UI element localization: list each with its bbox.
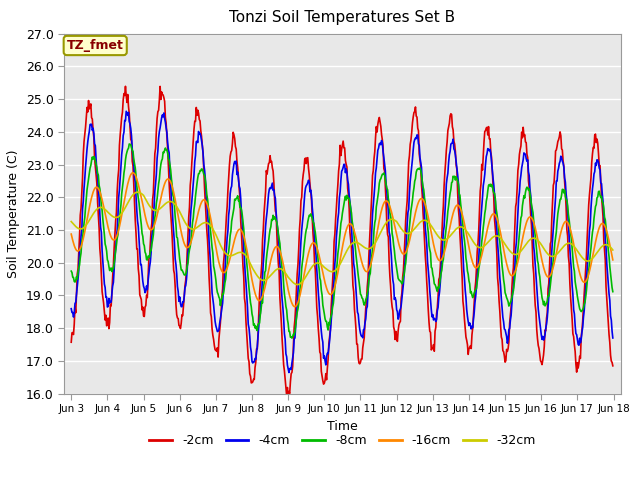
Text: TZ_fmet: TZ_fmet	[67, 39, 124, 52]
X-axis label: Time: Time	[327, 420, 358, 432]
Legend: -2cm, -4cm, -8cm, -16cm, -32cm: -2cm, -4cm, -8cm, -16cm, -32cm	[145, 429, 540, 452]
Y-axis label: Soil Temperature (C): Soil Temperature (C)	[7, 149, 20, 278]
Title: Tonzi Soil Temperatures Set B: Tonzi Soil Temperatures Set B	[229, 11, 456, 25]
